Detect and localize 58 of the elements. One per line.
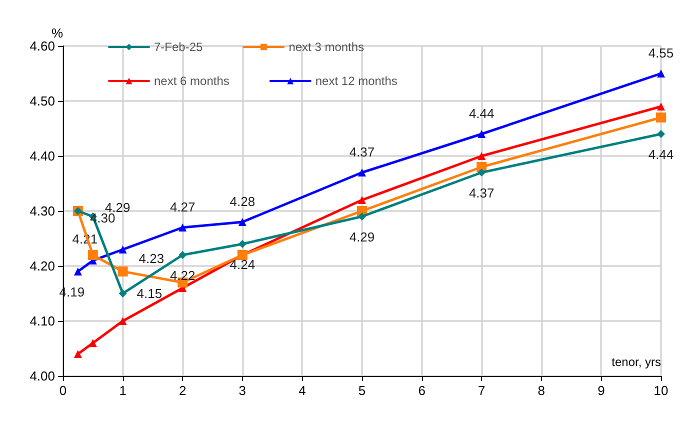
data-label: 4.44 [468, 106, 494, 121]
x-tick-label: 7 [478, 383, 486, 398]
point [118, 246, 127, 254]
point [358, 168, 366, 176]
legend-label: next 6 months [154, 74, 230, 88]
data-label: 4.29 [104, 200, 130, 215]
x-tick-label: 2 [178, 383, 186, 398]
point [657, 70, 665, 78]
point [88, 339, 97, 347]
point [656, 112, 666, 122]
data-label: 4.37 [349, 144, 375, 160]
x-tick-label: 1 [119, 383, 126, 398]
point [478, 168, 486, 176]
point [118, 290, 127, 298]
y-tick-label: 4.60 [30, 38, 55, 54]
data-label: 4.44 [648, 147, 674, 162]
point [478, 130, 486, 138]
y-tick-label: 4.40 [30, 148, 55, 164]
x-tick-label: 3 [238, 383, 246, 398]
point [358, 196, 366, 204]
point [238, 218, 246, 226]
data-label: 4.28 [230, 194, 256, 209]
data-label: 4.15 [136, 286, 162, 301]
point [358, 212, 366, 220]
data-label: 4.55 [648, 46, 674, 60]
point [88, 250, 98, 260]
data-label: 4.27 [170, 200, 196, 214]
point [118, 266, 128, 276]
y-tick-label: 4.30 [30, 204, 55, 218]
x-tick-label: 8 [538, 383, 546, 398]
x-tick-label: 9 [598, 383, 605, 398]
legend-label: next 3 months [288, 40, 364, 54]
data-label: 4.24 [230, 257, 256, 272]
y-tick-label: 4.20 [30, 258, 55, 274]
point [657, 130, 665, 138]
y-tick-label: 4.50 [30, 94, 55, 108]
y-tick-label: 4.00 [30, 368, 55, 384]
point [118, 317, 127, 325]
y-tick-label: 4.10 [30, 314, 55, 328]
point [178, 251, 187, 259]
point [657, 102, 665, 110]
y-axis-title: % [51, 26, 64, 41]
legend-label: 7-Feb-25 [154, 40, 204, 54]
data-label: 4.29 [349, 230, 375, 244]
data-label: 4.23 [138, 251, 164, 266]
point [478, 152, 486, 160]
x-tick-label: 5 [358, 383, 366, 398]
point [74, 350, 82, 358]
point [238, 240, 246, 248]
x-tick-label: 6 [418, 383, 426, 398]
data-label: 4.37 [468, 186, 494, 200]
legend-label: next 12 months [315, 74, 398, 88]
point [74, 268, 82, 276]
x-tick-label: 0 [59, 383, 67, 398]
x-tick-label: 4 [298, 383, 306, 398]
point [178, 224, 187, 232]
x-tick-label: 10 [654, 383, 668, 398]
x-axis-title: tenor, yrs [612, 355, 661, 369]
